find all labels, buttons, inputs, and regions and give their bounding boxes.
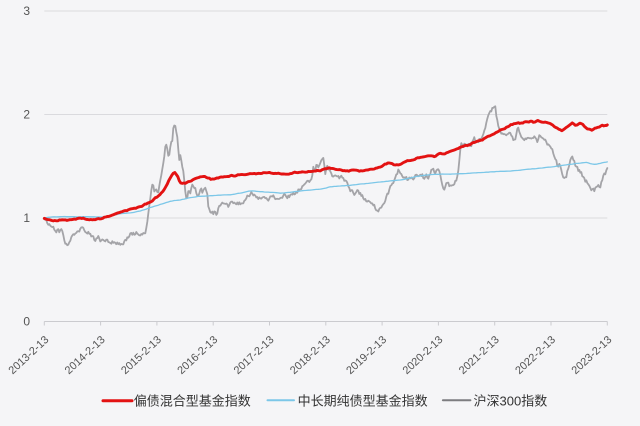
svg-text:偏债混合型基金指数: 偏债混合型基金指数 [134,393,251,408]
svg-text:1: 1 [23,211,30,225]
svg-text:3: 3 [23,4,30,18]
svg-text:0: 0 [23,315,30,329]
svg-text:沪深300指数: 沪深300指数 [474,393,548,408]
svg-text:中长期纯债型基金指数: 中长期纯债型基金指数 [298,393,428,408]
svg-text:2: 2 [23,108,30,122]
